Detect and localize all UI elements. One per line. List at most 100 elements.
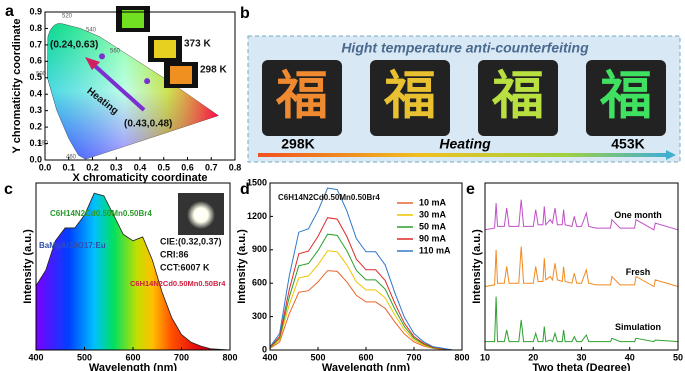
y-tick-label: 0.4	[29, 89, 42, 99]
arrow-head	[85, 57, 100, 70]
legend-label: 90 mA	[419, 233, 447, 243]
series-line	[484, 246, 679, 288]
annotation: CRI:86	[160, 249, 189, 259]
series-label: Fresh	[626, 267, 651, 277]
panel-title: Hight temperature anti-counterfeiting	[341, 40, 589, 56]
y-tick-label: 0.5	[29, 72, 42, 82]
x-tick-label: 0.8	[229, 162, 242, 172]
spectrum-area	[35, 192, 231, 351]
heating-bar-head	[666, 150, 676, 160]
annotation: 373 K	[184, 39, 211, 50]
x-tick-label: 0.4	[134, 162, 147, 172]
tile	[586, 60, 666, 136]
x-axis-label: Wavelength (nm)	[322, 362, 411, 371]
point	[144, 78, 151, 85]
series-line	[269, 270, 462, 351]
annotation: 298 K	[200, 65, 227, 76]
annotation: BaMgAl10O17:Eu	[39, 241, 106, 250]
panel-label: b	[240, 5, 250, 22]
tile-glyph: 福	[599, 68, 652, 126]
tile	[478, 60, 558, 136]
x-tick-label: 30	[576, 352, 586, 362]
tile-glyph: 福	[383, 68, 436, 126]
locus-label: 480	[38, 141, 49, 147]
x-tick-label: 0.5	[157, 162, 170, 172]
legend-label: 110 mA	[419, 245, 451, 255]
y-tick-label: 0.6	[29, 56, 42, 66]
x-tick-label: 400	[28, 352, 43, 362]
panel-label: e	[466, 181, 475, 198]
legend-label: 10 mA	[419, 197, 447, 207]
panel-label: a	[5, 3, 14, 20]
locus-label: 520	[62, 14, 73, 20]
x-axis-label: X chromaticity coordinate	[72, 172, 207, 184]
annotation: 453 K	[154, 13, 181, 24]
x-tick-label: 500	[310, 352, 325, 362]
annotation: CIE:(0.32,0.37)	[160, 236, 222, 246]
x-tick-label: 500	[77, 352, 92, 362]
y-tick-label: 300	[252, 311, 267, 321]
annotation: C6H14N2Cd0.50Mn0.50Br4	[130, 279, 226, 288]
end-label: 453K	[611, 136, 644, 152]
y-axis-label: Intensity (a.u.)	[22, 229, 34, 304]
x-tick-label: 700	[406, 352, 421, 362]
tile	[262, 60, 342, 136]
panel-label: d	[240, 181, 250, 198]
annotation: C6H14N2Cd0.50Mn0.50Br4	[278, 193, 380, 202]
tile-glyph: 福	[275, 68, 328, 126]
x-tick-label: 50	[673, 352, 683, 362]
y-axis-label: Intensity (a.u.)	[471, 229, 483, 304]
x-axis-label: Two theta (Degree)	[532, 362, 631, 371]
y-axis-label: Intensity (a.u.)	[236, 229, 248, 304]
annotation: C6H14N2Cd0.50Mn0.50Br4	[50, 209, 152, 218]
annotation: CCT:6007 K	[160, 262, 210, 272]
y-tick-label: 0.8	[29, 23, 42, 33]
x-tick-label: 0.2	[86, 162, 99, 172]
x-tick-label: 0.1	[62, 162, 75, 172]
series-label: One month	[614, 210, 662, 220]
x-tick-label: 400	[262, 352, 277, 362]
heating-arrow	[93, 64, 146, 112]
legend-label: 30 mA	[419, 209, 447, 219]
locus-label: 460	[66, 155, 77, 161]
x-tick-label: 0.3	[110, 162, 123, 172]
x-tick-label: 20	[528, 352, 538, 362]
photo	[170, 66, 192, 84]
legend-label: 50 mA	[419, 221, 447, 231]
cie-locus-tint	[47, 23, 219, 160]
tile	[370, 60, 450, 136]
y-tick-label: 0.9	[29, 6, 42, 16]
annotation: (0.43,0.48)	[124, 119, 172, 130]
y-tick-label: 0.3	[29, 105, 42, 115]
inset-glow	[187, 201, 215, 229]
y-tick-label: 0.0	[29, 154, 42, 164]
y-tick-label: 0	[262, 344, 267, 354]
y-tick-label: 900	[252, 244, 267, 254]
y-tick-label: 1200	[247, 211, 267, 221]
photo	[122, 10, 144, 28]
series-line	[485, 296, 679, 343]
heating-label: Heating	[439, 136, 491, 152]
start-label: 298K	[281, 136, 314, 152]
x-tick-label: 800	[454, 352, 469, 362]
x-tick-label: 600	[125, 352, 140, 362]
x-tick-label: 700	[174, 352, 189, 362]
series-line	[269, 187, 462, 351]
y-tick-label: 0.2	[29, 121, 42, 131]
x-tick-label: 0.7	[205, 162, 218, 172]
y-axis-label: Y chromaticity coordinate	[11, 19, 23, 154]
locus-label: 540	[86, 28, 97, 34]
panel-label: c	[4, 181, 13, 198]
y-tick-label: 1500	[247, 177, 267, 187]
x-tick-label: 10	[480, 352, 490, 362]
annotation: (0.24,0.63)	[50, 40, 98, 51]
x-tick-label: 600	[358, 352, 373, 362]
y-tick-label: 0.7	[29, 39, 42, 49]
series-line	[269, 217, 462, 351]
series-label: Simulation	[615, 322, 661, 332]
photo	[154, 40, 176, 58]
y-tick-label: 0.1	[29, 138, 42, 148]
heating-bar	[258, 153, 666, 157]
